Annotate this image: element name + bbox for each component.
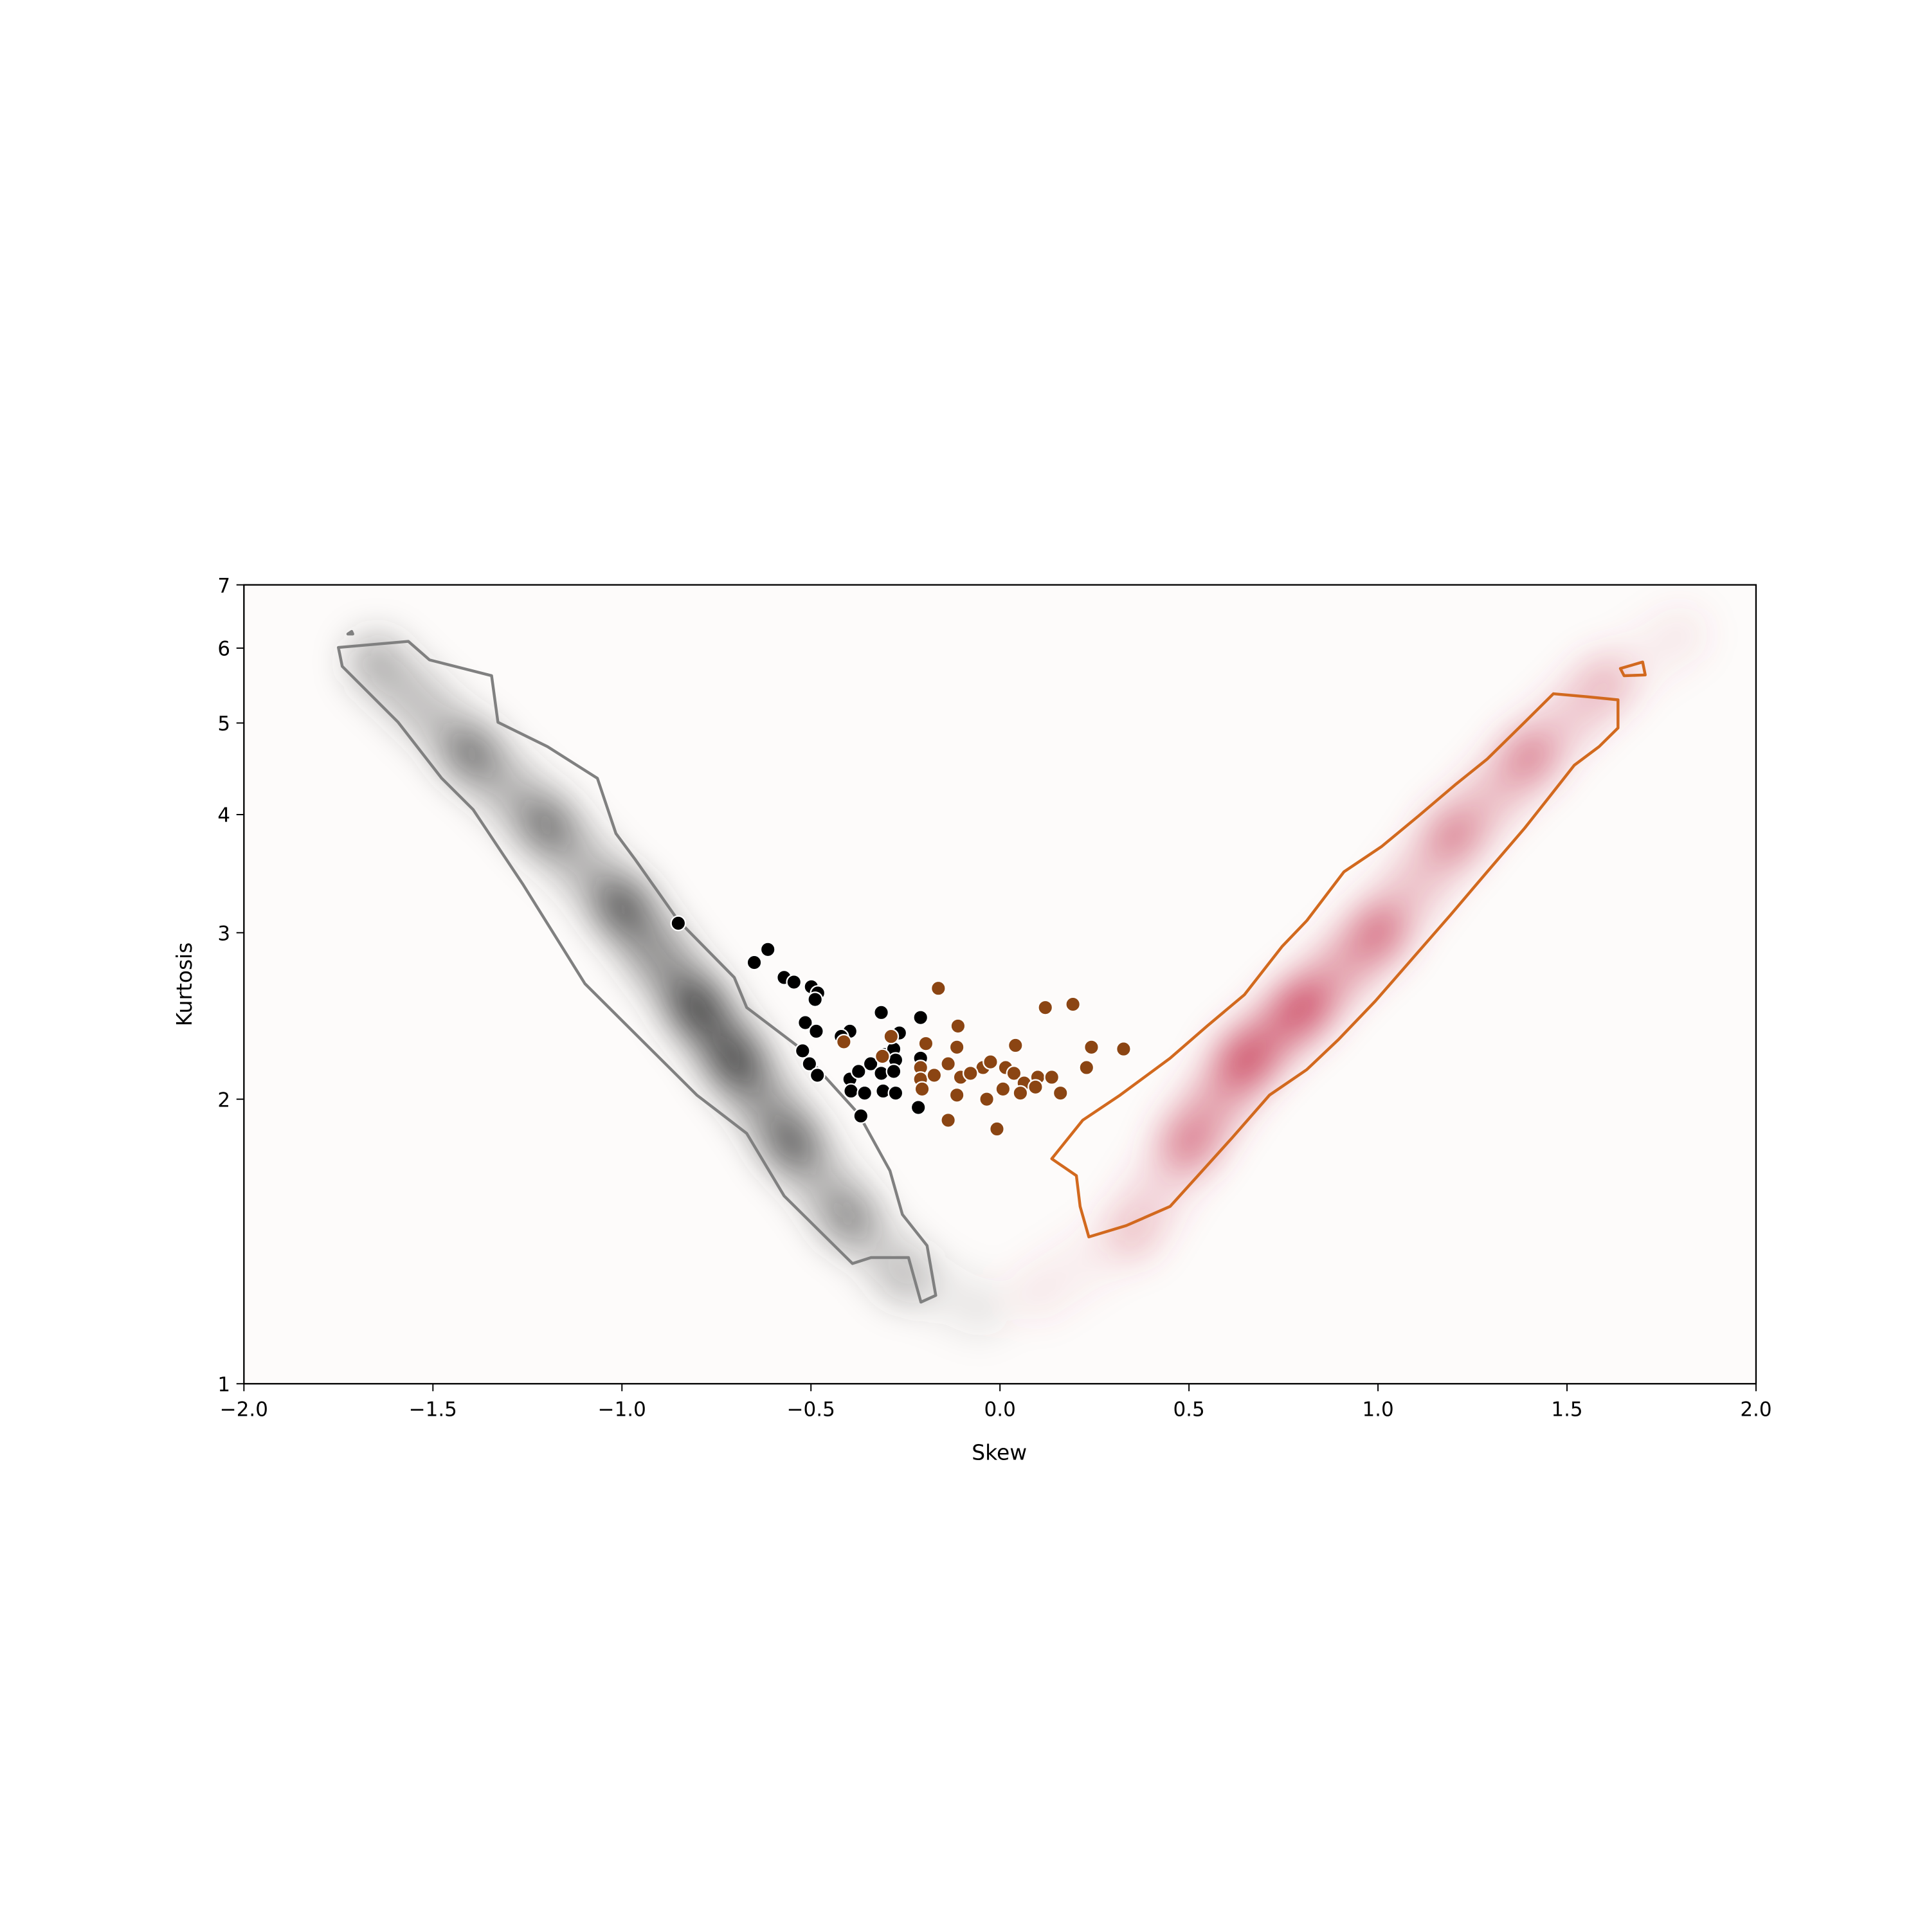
data-point [835,1034,852,1050]
data-point [979,1091,995,1108]
density-peak [961,1289,1001,1329]
data-point [995,1081,1011,1097]
y-axis: 1 2 3 4 5 6 7 [217,574,244,1396]
data-point [856,1085,873,1101]
data-point [887,1085,904,1101]
data-point [1065,996,1082,1013]
data-point [1052,1085,1069,1101]
density-peak [1358,912,1399,953]
data-point [808,1023,824,1040]
data-point [1028,1079,1044,1096]
y-tick-label: 5 [217,712,230,736]
density-peak [885,1256,926,1296]
data-point [786,974,802,990]
density-peak [1018,1272,1058,1312]
y-axis-label: Kurtosis [172,943,197,1027]
data-point [807,991,824,1007]
scatter-layer [670,915,1132,1137]
data-point [1078,1060,1095,1076]
x-axis-label: Skew [972,1440,1027,1465]
data-point [1006,1065,1022,1081]
data-point [940,1056,957,1072]
y-tick-label: 2 [217,1088,230,1112]
x-tick-label: 1.5 [1551,1398,1582,1422]
data-point [850,1063,867,1079]
x-tick-label: 1.0 [1362,1398,1393,1422]
x-tick-label: −2.0 [220,1398,268,1422]
density-peak [1433,815,1474,856]
x-axis: −2.0 −1.5 −1.0 −0.5 0.0 0.5 1.0 1.5 2.0 [220,1384,1772,1422]
data-point [1007,1037,1024,1054]
density-peak [1112,1211,1152,1251]
data-point [759,941,776,958]
data-point [746,954,763,971]
plot-background [244,584,1756,1384]
data-point [912,1009,929,1026]
y-tick-label: 1 [217,1373,230,1396]
density-layer [347,606,1709,1338]
data-point [1116,1041,1132,1057]
x-tick-label: 0.0 [984,1398,1016,1422]
density-peak [451,732,491,773]
data-point [843,1083,859,1099]
data-point [914,1081,930,1097]
data-point [930,980,946,997]
density-peak [1226,1040,1266,1080]
density-peak [1169,1122,1209,1162]
data-point [1044,1069,1060,1085]
kde-contour [346,629,354,636]
x-tick-label: 2.0 [1740,1398,1771,1422]
x-tick-label: −1.5 [409,1398,457,1422]
density-peak [356,642,397,682]
data-point [873,1004,889,1021]
data-point [989,1121,1005,1137]
data-point [794,1043,811,1059]
data-point [983,1054,999,1070]
data-point [853,1108,869,1124]
y-tick-label: 6 [217,638,230,661]
density-peak [526,805,566,845]
y-tick-label: 4 [217,804,230,827]
data-point [874,1048,891,1065]
density-peak [602,886,642,926]
data-point [918,1035,934,1052]
data-point [910,1099,927,1115]
data-point [962,1065,979,1081]
data-point [926,1067,943,1083]
data-point [801,1056,818,1072]
kde-contour [1050,692,1620,1239]
density-peak [772,1122,812,1162]
data-point [670,915,687,932]
density-peak [1282,988,1323,1028]
data-point [809,1067,826,1083]
data-point [940,1112,957,1128]
data-point [950,1018,966,1034]
contour-layer [337,629,1647,1304]
data-point [797,1015,813,1031]
density-peak [715,1040,756,1080]
density-peak [829,1197,869,1238]
y-tick-label: 3 [217,922,230,945]
x-tick-label: −0.5 [787,1398,835,1422]
kde-contour [1618,660,1647,678]
data-point [948,1087,965,1103]
data-point [1037,999,1054,1016]
density-peak [1509,737,1550,777]
data-point [948,1039,965,1056]
data-point [1083,1039,1100,1056]
density-peak [677,988,718,1028]
data-point [1012,1085,1029,1101]
data-point [862,1056,879,1072]
data-point [883,1028,900,1045]
density-peak [1660,615,1700,655]
x-tick-label: −1.0 [598,1398,646,1422]
data-point [885,1063,902,1079]
y-tick-label: 7 [217,574,230,597]
x-tick-label: 0.5 [1173,1398,1204,1422]
kde-contour [337,640,937,1304]
density-peak [1584,664,1625,704]
